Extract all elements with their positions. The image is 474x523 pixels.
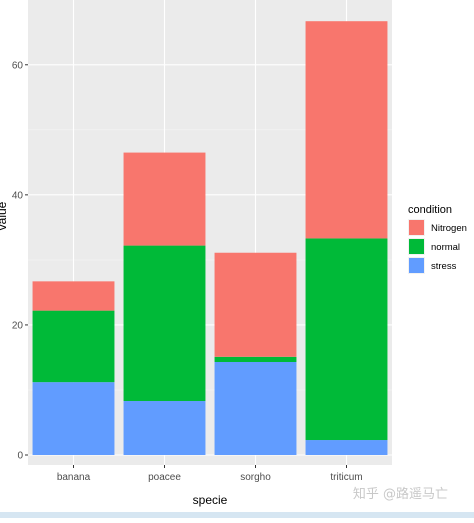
- legend-swatch-normal: [409, 239, 424, 254]
- bar-segment-nitrogen-poacee: [123, 152, 206, 246]
- x-tick-label: sorgho: [240, 472, 271, 483]
- bars: [32, 21, 388, 455]
- watermark: 知乎 @路遥马亡: [352, 487, 448, 502]
- bar-segment-normal-sorgho: [214, 356, 297, 362]
- legend-label-stress: stress: [431, 261, 457, 272]
- legend-swatch-stress: [409, 258, 424, 273]
- x-axis: banana poacee sorgho triticum: [57, 465, 363, 483]
- bar-segment-normal-poacee: [123, 245, 206, 402]
- bar-segment-nitrogen-banana: [32, 281, 115, 311]
- x-axis-title: specie: [193, 493, 228, 507]
- x-tick-label: poacee: [148, 472, 181, 483]
- y-tick-label: 60: [12, 60, 24, 71]
- y-tick-label: 40: [12, 190, 24, 201]
- bar-segment-nitrogen-sorgho: [214, 252, 297, 357]
- legend-label-normal: normal: [431, 242, 460, 253]
- bar-segment-stress-banana: [32, 382, 115, 455]
- y-axis-title: value: [0, 201, 9, 230]
- bottom-strip: [0, 512, 474, 518]
- y-axis: 0 20 40 60: [12, 60, 28, 462]
- legend-swatch-nitrogen: [409, 220, 424, 235]
- bar-segment-nitrogen-triticum: [305, 21, 388, 239]
- y-tick-label: 20: [12, 320, 24, 331]
- bar-segment-stress-poacee: [123, 401, 206, 455]
- x-tick-label: banana: [57, 472, 91, 483]
- x-tick-label: triticum: [330, 472, 362, 483]
- bar-segment-normal-triticum: [305, 238, 388, 441]
- bar-segment-normal-banana: [32, 310, 115, 383]
- legend: condition Nitrogen normal stress: [408, 204, 467, 274]
- y-tick-label: 0: [17, 451, 23, 462]
- bar-segment-stress-sorgho: [214, 361, 297, 455]
- legend-title: condition: [408, 204, 452, 216]
- bar-segment-stress-triticum: [305, 440, 388, 455]
- legend-label-nitrogen: Nitrogen: [431, 223, 467, 234]
